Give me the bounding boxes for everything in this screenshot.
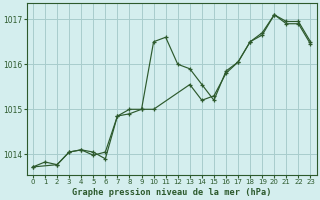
X-axis label: Graphe pression niveau de la mer (hPa): Graphe pression niveau de la mer (hPa) bbox=[72, 188, 271, 197]
